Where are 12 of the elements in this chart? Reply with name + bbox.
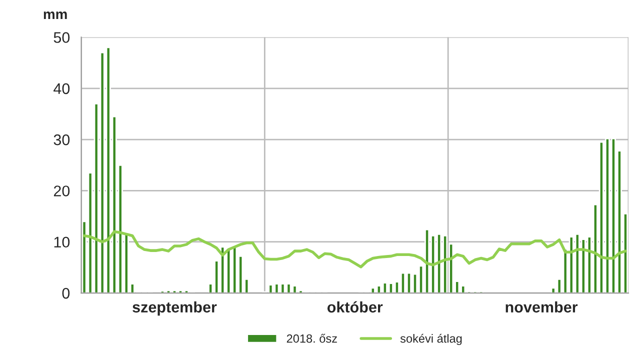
x-tick-label: október bbox=[327, 301, 383, 313]
y-axis-title: mm bbox=[44, 12, 67, 20]
x-tick-label: szeptember bbox=[132, 301, 217, 316]
y-tick-label: 20 bbox=[54, 186, 70, 196]
y-tick-label: 0 bbox=[62, 288, 70, 299]
legend-label: sokévi átlag bbox=[400, 334, 462, 346]
legend-label: 2018. ősz bbox=[286, 334, 337, 343]
y-tick-label: 30 bbox=[54, 134, 70, 146]
y-tick-label: 10 bbox=[54, 236, 70, 248]
y-tick-label: 40 bbox=[54, 83, 70, 94]
x-tick-label: november bbox=[506, 301, 578, 313]
y-tick-label: 50 bbox=[54, 32, 70, 43]
